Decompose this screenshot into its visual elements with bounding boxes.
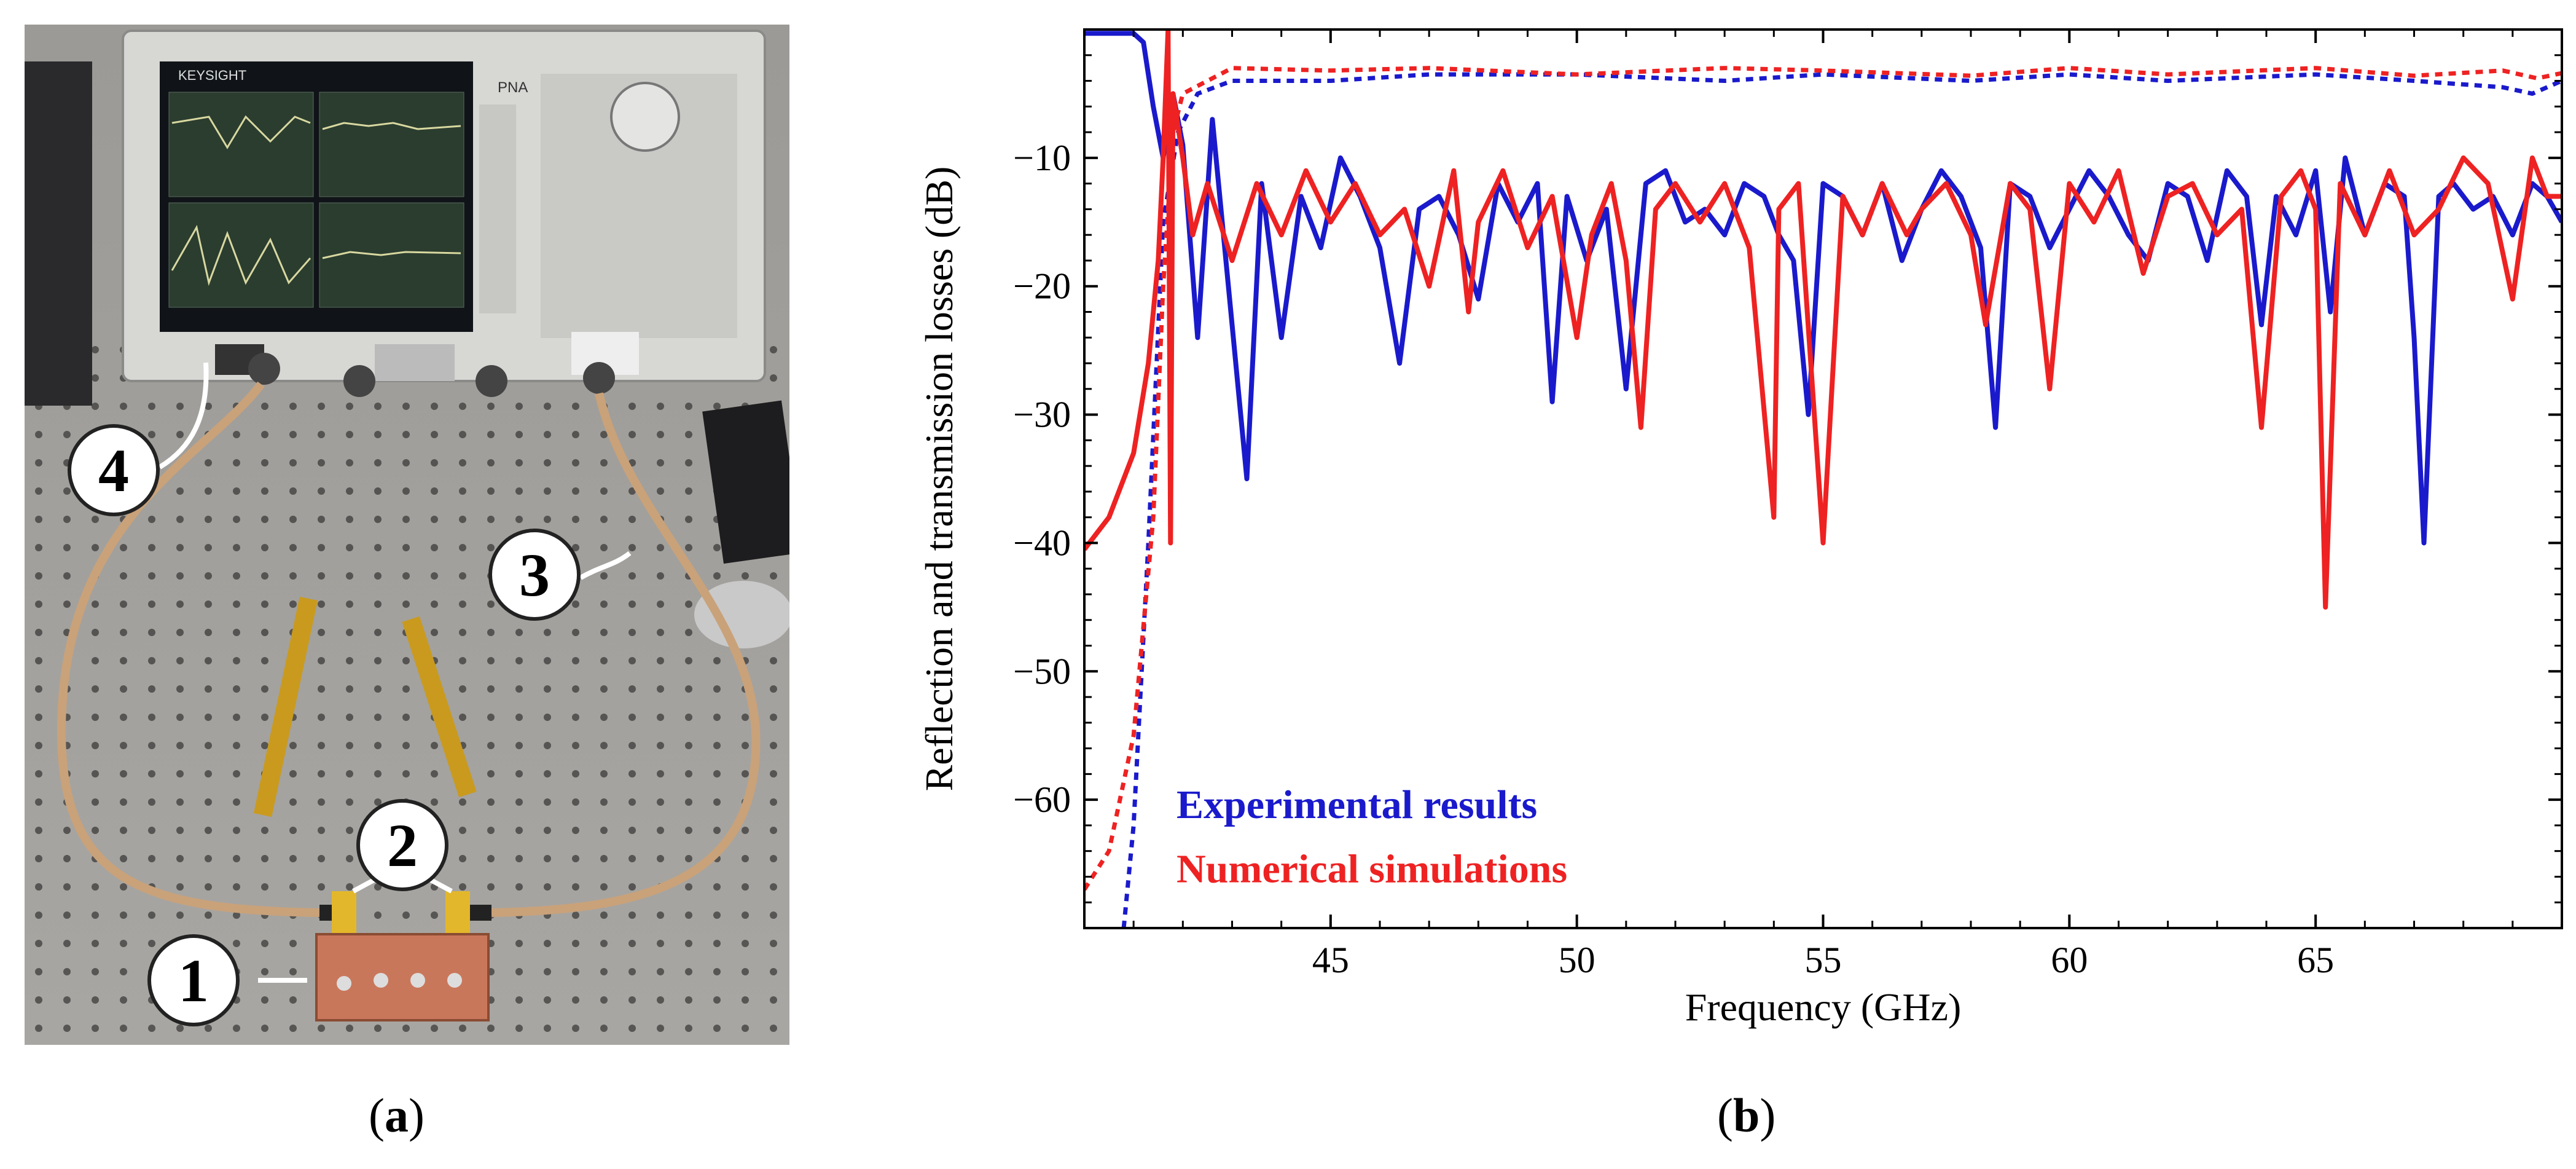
- arrow-3: [579, 551, 632, 580]
- series-line-2: [1084, 30, 2562, 610]
- torque-wrench-2: [402, 616, 477, 798]
- x-axis-ticks: 45 50 55 60 65: [1083, 30, 2563, 980]
- caption-a: (a): [369, 1088, 425, 1142]
- x-axis-label: Frequency (GHz): [1685, 985, 1962, 1029]
- network-analyzer: KEYSIGHT PNA: [122, 30, 766, 397]
- right-coax-cable: [491, 392, 761, 917]
- x-tick-label: 45: [1312, 940, 1349, 980]
- left-equipment: [25, 61, 92, 406]
- transition-right: [445, 891, 470, 934]
- callout-2: 2: [356, 799, 448, 891]
- transition-left: [332, 891, 356, 934]
- y-tick-label: −30: [1013, 395, 1071, 435]
- x-tick-label: 60: [2051, 940, 2088, 980]
- keyboard: [702, 400, 789, 564]
- y-tick-label: −60: [1013, 779, 1071, 820]
- arrow-4: [158, 362, 209, 470]
- y-tick-label: −40: [1013, 522, 1071, 563]
- instrument-brand: KEYSIGHT: [178, 68, 246, 83]
- y-axis-label: Reflection and transmission losses (dB): [917, 167, 961, 792]
- plot-lines: [1084, 30, 2562, 928]
- legend-experimental: Experimental results: [1176, 782, 1537, 827]
- caption-b: (b): [1717, 1088, 1776, 1142]
- series-line-1: [1121, 72, 2562, 928]
- y-tick-label: −10: [1013, 138, 1071, 178]
- instrument-model: PNA: [498, 79, 528, 96]
- mouse: [694, 581, 789, 648]
- callout-3: 3: [488, 529, 581, 621]
- y-tick-label: −50: [1013, 651, 1071, 691]
- photo-measurement-setup: KEYSIGHT PNA 1 2 3 4: [25, 25, 789, 1045]
- x-tick-label: 65: [2297, 940, 2334, 980]
- x-tick-label: 55: [1805, 940, 1842, 980]
- x-tick-label: 50: [1559, 940, 1595, 980]
- y-tick-label: −20: [1013, 266, 1071, 307]
- y-axis-ticks: −10 −20 −30 −40 −50 −60: [1013, 54, 2562, 903]
- callout-1: 1: [147, 934, 240, 1026]
- series-line-0: [1084, 31, 2562, 546]
- chart-panel: 45 50 55 60 65 −10 −20 −30 −40 −50 −60 Frequency …: [909, 0, 2576, 1076]
- callout-4: 4: [68, 424, 160, 516]
- torque-wrench-1: [253, 596, 318, 817]
- setup-photo-illustration: KEYSIGHT PNA: [25, 25, 789, 1045]
- losses-chart: 45 50 55 60 65 −10 −20 −30 −40 −50 −60 Frequency …: [917, 28, 2563, 1029]
- legend-numerical: Numerical simulations: [1176, 847, 1567, 892]
- left-coax-cable: [57, 381, 320, 917]
